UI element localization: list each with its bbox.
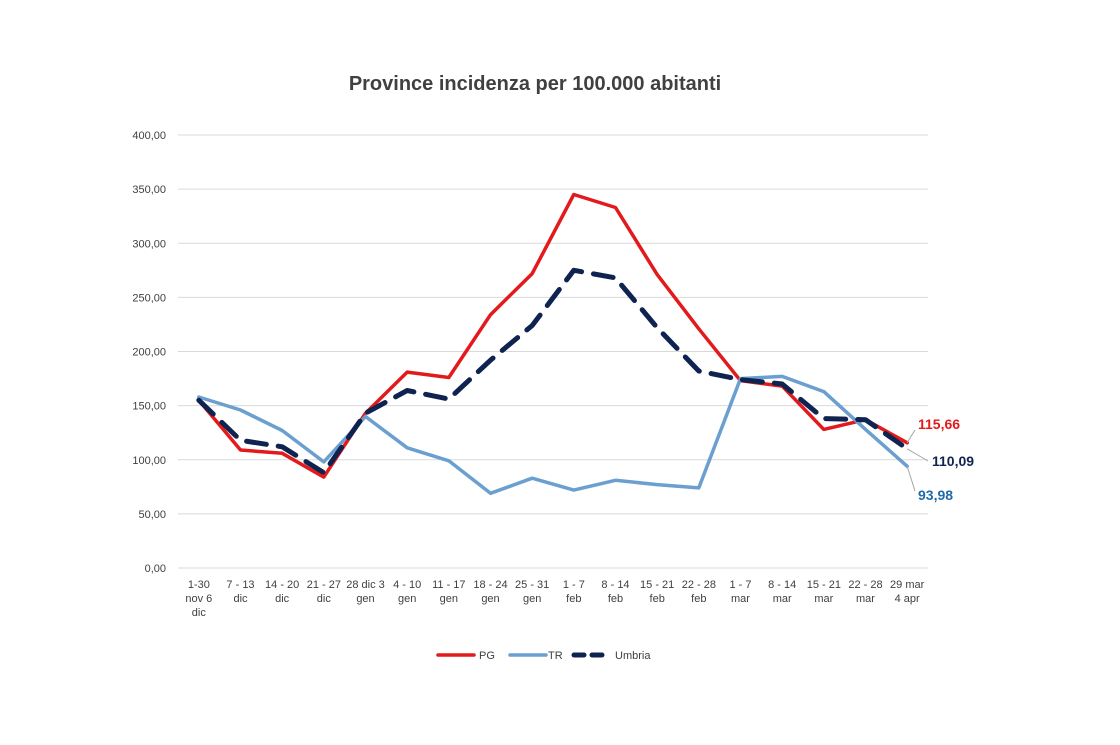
x-tick-label: 15 - 21 mar bbox=[807, 579, 841, 605]
y-tick-label: 400,00 bbox=[132, 130, 166, 142]
x-tick-label: 15 - 21 feb bbox=[640, 579, 674, 605]
chart-title: Province incidenza per 100.000 abitanti bbox=[349, 73, 721, 95]
y-tick-label: 350,00 bbox=[132, 184, 166, 196]
x-tick-label: 1-30 nov 6 dic bbox=[185, 579, 212, 619]
y-tick-label: 0,00 bbox=[145, 563, 166, 575]
x-axis-ticks: 1-30 nov 6 dic 7 - 13 dic 14 - 20 dic 21 - 27 di… bbox=[185, 579, 924, 619]
end-labels: 115,66 93,98 110,09 bbox=[906, 416, 974, 503]
x-tick-label: 25 - 31 gen bbox=[515, 579, 549, 605]
x-tick-label: 21 - 27 dic bbox=[307, 579, 341, 605]
leader-line bbox=[906, 429, 916, 444]
gridlines bbox=[178, 134, 928, 569]
x-tick-label: 22 - 28 feb bbox=[682, 579, 716, 605]
y-tick-label: 300,00 bbox=[132, 238, 166, 250]
x-tick-label: 28 dic 3 gen bbox=[346, 579, 385, 605]
y-tick-label: 50,00 bbox=[138, 509, 166, 521]
x-tick-label: 29 mar 4 apr bbox=[890, 579, 925, 605]
series-line-umbria bbox=[196, 267, 910, 476]
y-tick-label: 250,00 bbox=[132, 292, 166, 304]
series-lines bbox=[196, 192, 910, 496]
x-tick-label: 8 - 14 feb bbox=[601, 579, 629, 605]
end-label-pg: 115,66 bbox=[918, 416, 960, 432]
x-tick-label: 11 - 17 gen bbox=[432, 579, 465, 605]
legend: PG TR Umbria bbox=[436, 650, 651, 662]
legend-label-tr: TR bbox=[548, 650, 563, 662]
x-tick-label: 1 - 7 feb bbox=[563, 579, 585, 605]
x-tick-label: 22 - 28 mar bbox=[848, 579, 882, 605]
y-tick-label: 200,00 bbox=[132, 347, 166, 359]
y-tick-label: 100,00 bbox=[132, 455, 166, 467]
leader-line bbox=[906, 448, 929, 462]
y-axis-ticks: 0,00 50,00 100,00 150,00 200,00 250,00 300,00 3… bbox=[132, 130, 166, 575]
x-tick-label: 4 - 10 gen bbox=[393, 579, 421, 605]
x-tick-label: 18 - 24 gen bbox=[473, 579, 507, 605]
series-line-tr bbox=[197, 374, 909, 496]
legend-label-pg: PG bbox=[479, 650, 495, 662]
end-label-umbria: 110,09 bbox=[932, 453, 974, 469]
series-line-pg bbox=[197, 192, 909, 479]
y-tick-label: 150,00 bbox=[132, 401, 166, 413]
x-tick-label: 7 - 13 dic bbox=[226, 579, 254, 605]
end-label-tr: 93,98 bbox=[918, 487, 953, 503]
legend-label-umbria: Umbria bbox=[615, 650, 651, 662]
x-tick-label: 8 - 14 mar bbox=[768, 579, 796, 605]
x-tick-label: 14 - 20 dic bbox=[265, 579, 299, 605]
x-tick-label: 1 - 7 mar bbox=[729, 579, 751, 605]
leader-line bbox=[906, 466, 916, 492]
